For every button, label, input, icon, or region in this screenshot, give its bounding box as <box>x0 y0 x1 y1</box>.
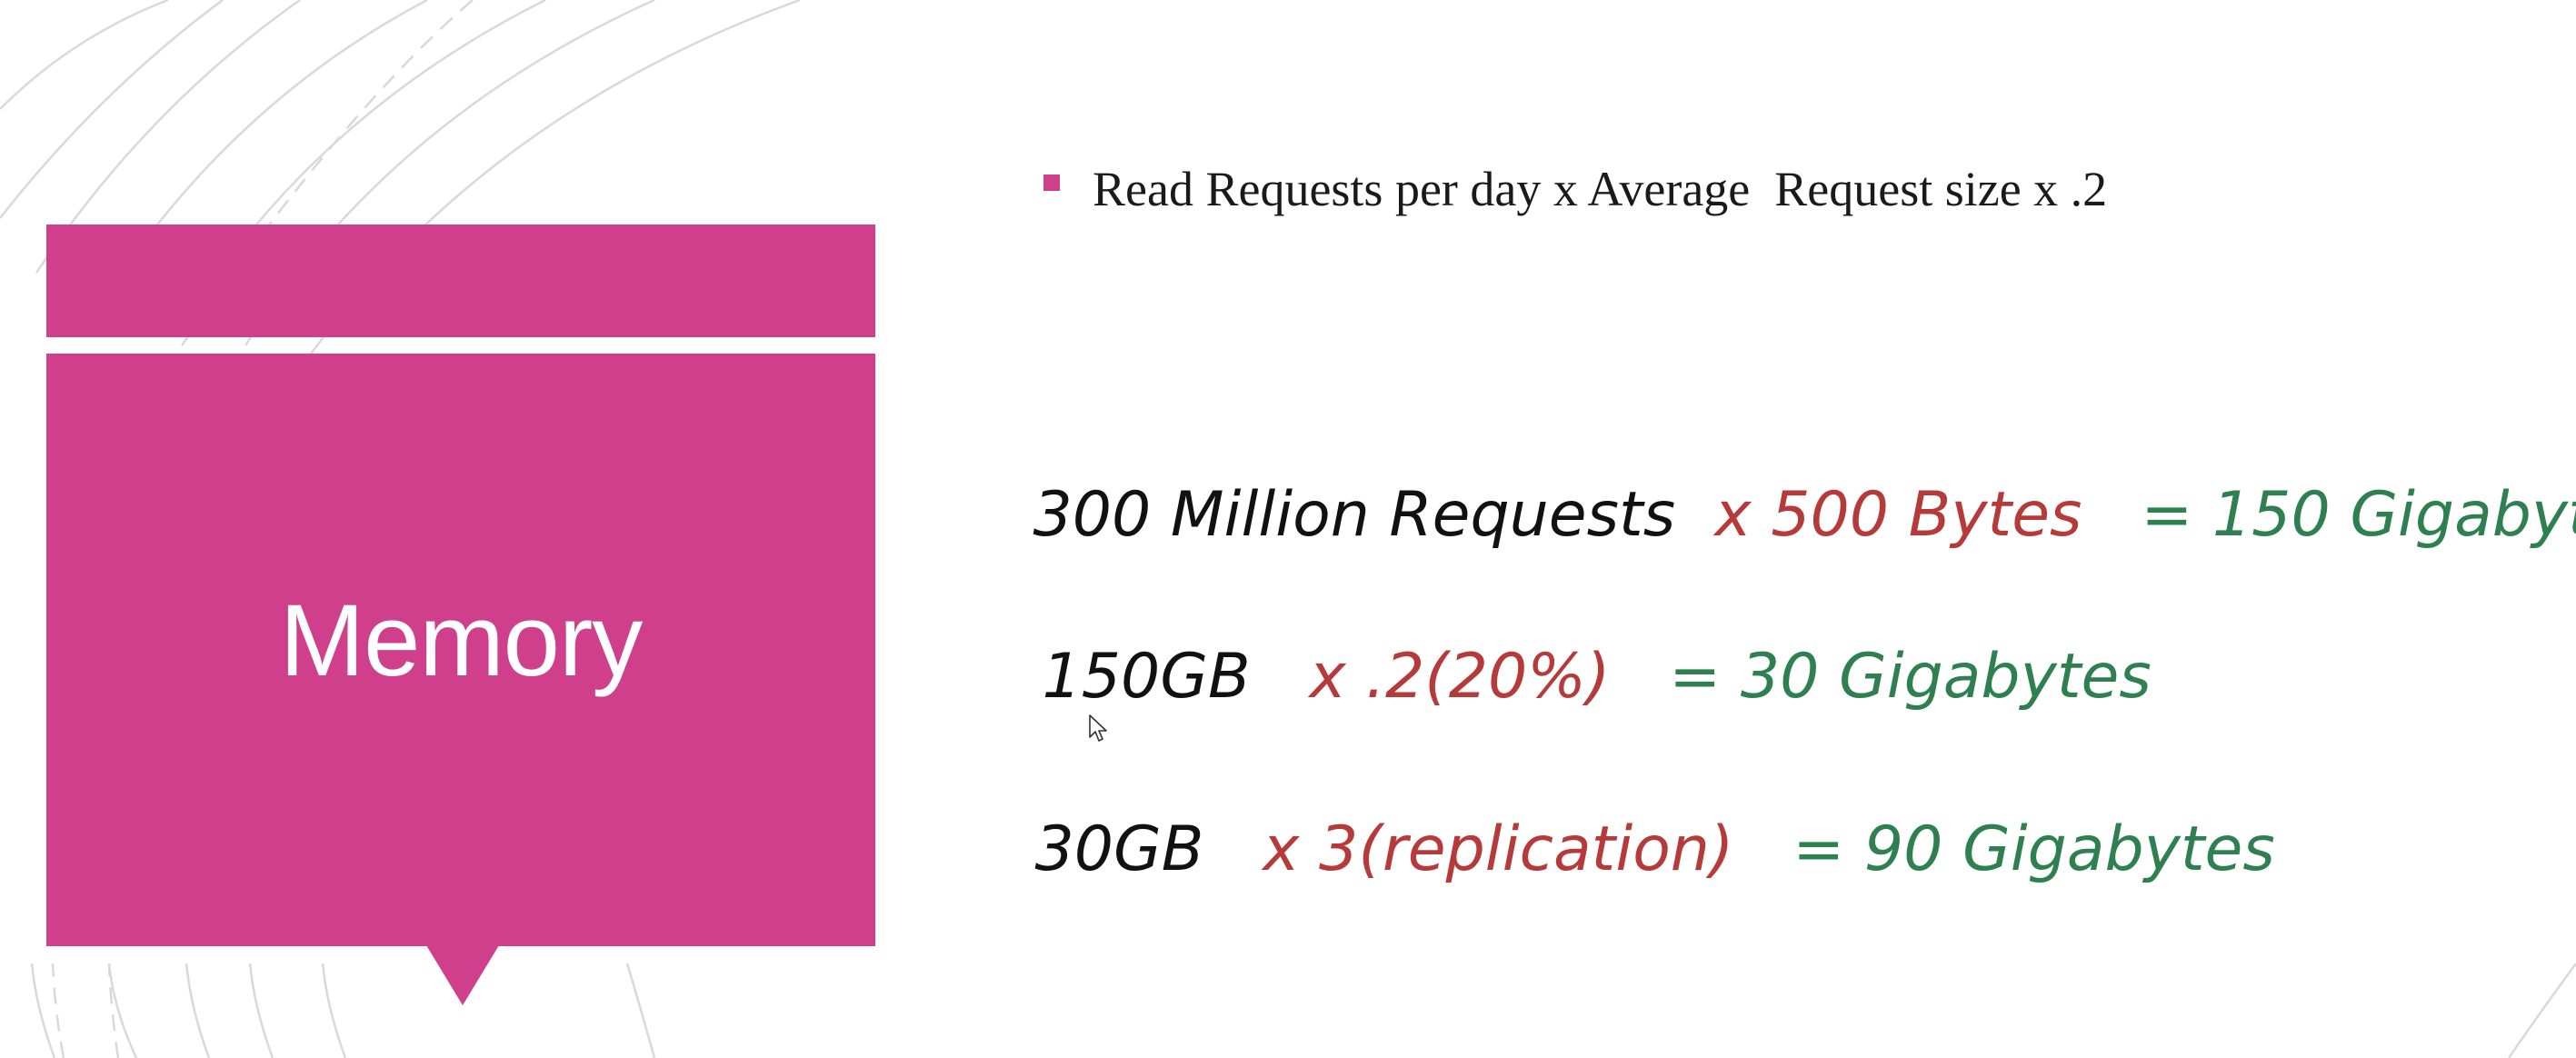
header-accent-bar <box>46 225 875 337</box>
bullet-text: Read Requests per day x Average Request … <box>1093 162 2108 216</box>
calculation-multiplier: x .2(20%) <box>1309 641 1611 713</box>
calculation-result: = 90 Gigabytes <box>1792 813 2275 885</box>
slide-title: Memory <box>279 584 643 697</box>
title-panel-pointer <box>426 945 499 1005</box>
calculation-result: = 150 Gigabytes <box>2141 479 2576 551</box>
calculation-row-cache: 150GB x .2(20%) = 30 Gigabytes <box>964 554 2152 800</box>
calculation-result: = 30 Gigabytes <box>1669 641 2152 713</box>
square-bullet-icon <box>1043 175 1060 191</box>
calculation-operand: 150GB <box>1042 641 1251 713</box>
mouse-cursor-icon <box>1089 714 1107 742</box>
calculation-multiplier: x 500 Bytes <box>1714 479 2082 551</box>
calculation-operand: 30GB <box>1034 813 1204 885</box>
title-panel <box>46 354 875 946</box>
calculation-row-replication: 30GB x 3(replication) = 90 Gigabytes <box>956 727 2275 973</box>
calculation-row-requests: 300 Million Requests x 500 Bytes = 150 G… <box>954 393 2576 638</box>
calculation-operand: 300 Million Requests <box>1033 479 1676 551</box>
calculation-multiplier: x 3(replication) <box>1263 813 1734 885</box>
bullet-item: Read Requests per day x Average Request … <box>1043 155 2107 224</box>
